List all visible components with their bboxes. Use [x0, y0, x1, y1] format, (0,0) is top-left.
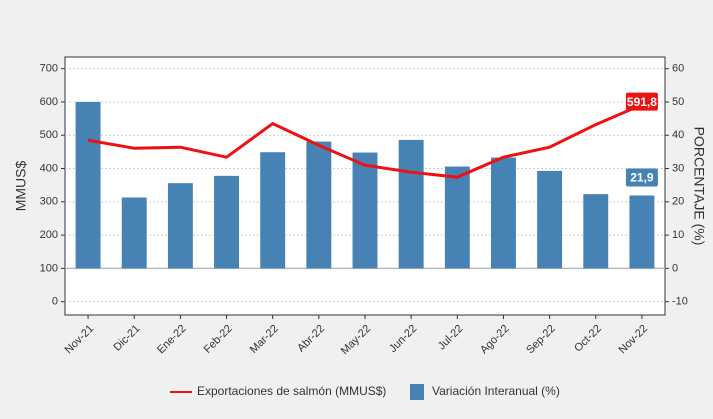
value-label-box [625, 92, 658, 111]
y2-axis-label: PORCENTAJE (%) [691, 127, 707, 246]
bar [398, 139, 424, 269]
bar [306, 141, 332, 269]
value-label-box [625, 168, 658, 187]
bar [537, 170, 563, 269]
y-tick-label: 500 [40, 129, 58, 141]
y2-tick-label: 20 [672, 196, 684, 208]
legend-swatch [410, 384, 424, 400]
y-tick-label: 0 [52, 296, 58, 308]
y-axis-label: MMUS$ [13, 161, 29, 212]
legend-label: Variación Interanual (%) [432, 384, 560, 398]
line [87, 103, 643, 179]
bar [121, 197, 147, 269]
y-tick-label: 200 [40, 229, 58, 241]
bar [260, 152, 286, 269]
y2-tick-label: 60 [672, 63, 684, 75]
y2-tick-label: 10 [672, 229, 684, 241]
bar [167, 183, 193, 269]
y2-tick-label: 30 [672, 162, 684, 174]
value-label: 21,9 [630, 171, 654, 185]
value-label: 591,8 [627, 95, 657, 109]
y2-tick-label: -10 [672, 296, 688, 308]
y-tick-label: 100 [40, 262, 58, 274]
y-tick-label: 600 [40, 96, 58, 108]
bar [444, 166, 470, 269]
bar [352, 152, 378, 269]
legend-label: Exportaciones de salmón (MMUS$) [197, 384, 386, 398]
bar [583, 194, 609, 269]
bar [491, 157, 516, 269]
y2-tick-label: 50 [672, 96, 684, 108]
bar [75, 101, 101, 269]
y-tick-label: 700 [40, 63, 58, 75]
y-tick-label: 400 [40, 162, 58, 174]
y-tick-label: 300 [40, 196, 58, 208]
bar [629, 195, 655, 269]
bar [214, 175, 239, 269]
y2-tick-label: 0 [672, 262, 678, 274]
y2-tick-label: 40 [672, 129, 684, 141]
